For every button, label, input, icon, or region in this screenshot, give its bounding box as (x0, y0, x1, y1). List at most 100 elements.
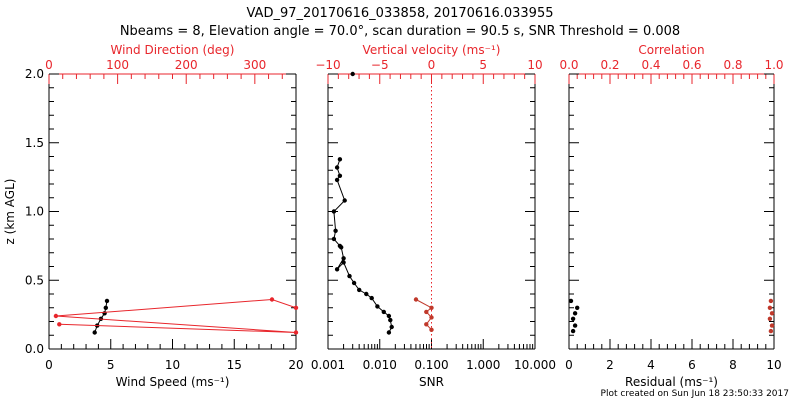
x-tick-label-middle: 0.001 (311, 358, 345, 372)
x-tick-label-left: 20 (288, 358, 303, 372)
data-point-right-0 (568, 298, 574, 304)
data-point-middle-0 (381, 309, 386, 315)
x-tick-label-middle: 10.000 (514, 358, 556, 372)
data-point-left-0 (92, 330, 97, 335)
top-tick-label-right: 0.8 (723, 58, 742, 72)
data-point-right-1 (767, 305, 773, 310)
top-tick-label-right: 0.0 (559, 58, 578, 72)
data-point-left-1 (57, 322, 62, 327)
data-point-middle-0 (341, 260, 346, 265)
top-tick-label-right: 0.4 (641, 58, 660, 72)
top-tick-label-middle: 0 (428, 58, 436, 72)
data-point-right-0 (572, 311, 578, 316)
data-point-middle-0 (337, 173, 343, 178)
data-point-middle-0 (341, 256, 346, 261)
x-tick-label-left: 15 (227, 358, 242, 372)
data-point-middle-0 (334, 177, 340, 183)
data-point-middle-0 (331, 236, 337, 242)
data-point-right-1 (767, 316, 773, 321)
data-point-middle-1 (429, 327, 434, 332)
data-point-left-1 (269, 297, 275, 302)
chart-title-line-2: Nbeams = 8, Elevation angle = 70.0°, sca… (120, 24, 680, 39)
y-tick-label: 0.0 (25, 342, 44, 356)
x-tick-label-right: 8 (729, 358, 737, 372)
chart-title-line-1: VAD_97_20170616_033858, 20170616.033955 (247, 6, 554, 21)
x-axis-title-left: Wind Speed (ms⁻¹) (116, 375, 230, 389)
top-tick-label-middle: 5 (479, 58, 487, 72)
data-point-right-1 (769, 323, 775, 328)
data-point-middle-0 (351, 280, 357, 286)
data-point-right-0 (572, 323, 578, 328)
y-tick-label: 1.5 (25, 136, 44, 150)
top-tick-label-left: 0 (45, 58, 53, 72)
data-point-right-1 (768, 328, 774, 334)
y-tick-label: 1.0 (25, 205, 44, 219)
data-point-middle-1 (413, 297, 419, 302)
x-tick-label-middle: 0.010 (363, 358, 397, 372)
x-tick-label-right: 10 (766, 358, 781, 372)
data-point-middle-0 (331, 209, 337, 214)
data-point-middle-0 (342, 198, 347, 203)
data-point-middle-0 (334, 267, 340, 272)
data-point-right-0 (575, 305, 580, 310)
panel-snr: 0.001 0.010 0.100 1.000 10.000 SNR −10 −5 0 5 10 Ve… (311, 43, 556, 389)
top-tick-label-middle: 10 (527, 58, 542, 72)
top-tick-label-middle: −10 (315, 58, 340, 72)
x-tick-label-right: 2 (606, 358, 614, 372)
data-point-left-1 (293, 305, 299, 310)
data-point-middle-0 (347, 273, 352, 279)
data-point-middle-0 (389, 324, 394, 330)
x-tick-label-middle: 1.000 (466, 358, 500, 372)
panel-wind: 0 5 10 15 20 Wind Speed (ms⁻¹) 0 100 200 300 Wind … (3, 43, 304, 389)
data-point-middle-0 (364, 291, 369, 297)
top-tick-label-right: 0.6 (682, 58, 701, 72)
data-point-middle-1 (429, 305, 434, 310)
x-tick-label-right: 0 (565, 358, 573, 372)
x-tick-label-right: 4 (647, 358, 655, 372)
data-point-middle-0 (357, 287, 362, 293)
data-point-middle-0 (369, 295, 374, 301)
data-point-right-0 (570, 328, 576, 334)
data-point-middle-0 (339, 245, 344, 250)
data-point-left-0 (103, 305, 109, 310)
top-tick-label-right: 0.2 (600, 58, 619, 72)
top-tick-label-left: 200 (175, 58, 198, 72)
data-point-middle-0 (375, 304, 380, 309)
data-point-middle-1 (429, 315, 434, 320)
top-axis-title-right: Correlation (638, 43, 704, 57)
panel-residual: 0 2 4 6 8 10 Residual (ms⁻¹) 0.0 0.2 0.4 0.6 0.8 1.0… (559, 43, 783, 389)
x-tick-label-left: 10 (165, 358, 180, 372)
data-point-middle-0 (334, 165, 340, 170)
x-tick-label-left: 5 (107, 358, 115, 372)
top-tick-label-right: 1.0 (764, 58, 783, 72)
top-tick-label-middle: −5 (371, 58, 389, 72)
data-point-left-0 (104, 298, 110, 304)
x-tick-label-middle: 0.100 (414, 358, 448, 372)
data-point-right-1 (769, 311, 775, 316)
y-axis-title: z (km AGL) (3, 179, 17, 245)
data-point-middle-0 (337, 157, 343, 162)
x-tick-label-left: 0 (45, 358, 53, 372)
data-point-middle-1 (424, 322, 429, 327)
x-axis-title-middle: SNR (419, 375, 444, 389)
series-line-middle-1 (415, 299, 433, 331)
data-point-left-1 (53, 313, 59, 319)
data-point-middle-0 (333, 228, 338, 233)
top-axis-title-left: Wind Direction (deg) (111, 43, 235, 57)
top-tick-label-left: 100 (106, 58, 129, 72)
y-tick-label: 0.5 (25, 273, 44, 287)
data-point-left-1 (293, 330, 299, 335)
y-tick-label: 2.0 (25, 67, 44, 81)
top-tick-label-left: 300 (243, 58, 266, 72)
top-axis-title-middle: Vertical velocity (ms⁻¹) (363, 43, 501, 57)
data-point-middle-0 (386, 313, 392, 319)
data-point-middle-0 (386, 330, 392, 335)
series-line-left-1 (55, 298, 296, 333)
data-point-right-1 (768, 298, 774, 304)
data-point-right-0 (570, 316, 576, 321)
x-axis-title-right: Residual (ms⁻¹) (625, 375, 718, 389)
data-point-middle-0 (388, 317, 393, 323)
x-tick-label-right: 6 (688, 358, 696, 372)
data-point-middle-1 (424, 309, 429, 315)
